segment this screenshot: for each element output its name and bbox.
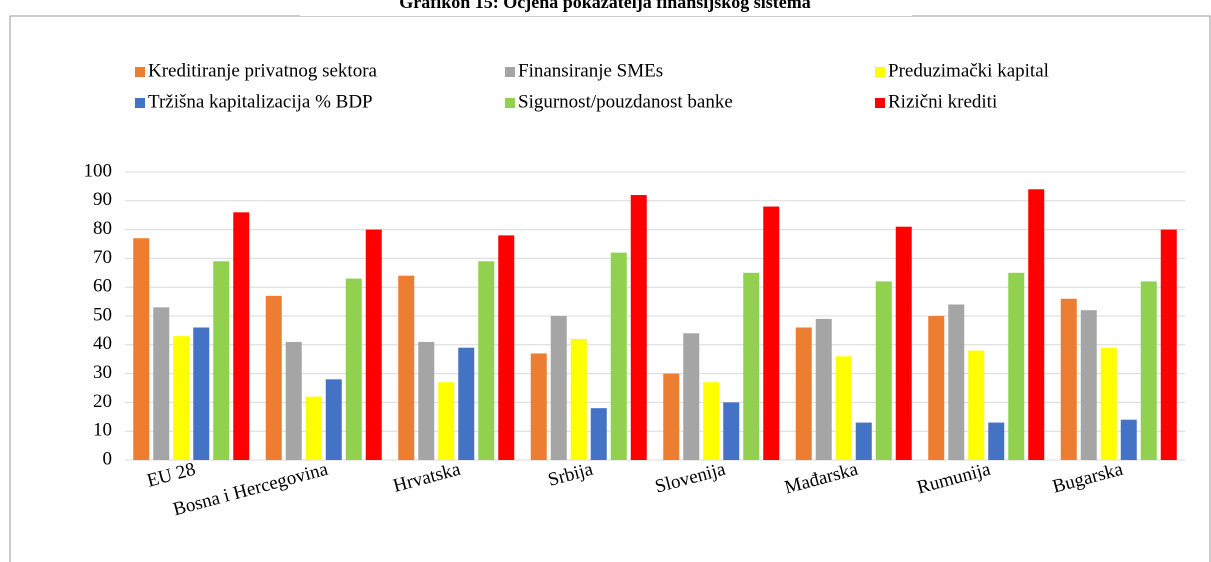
legend-swatch — [135, 98, 145, 108]
x-tick-label: Srbija — [546, 459, 596, 491]
legend-label: Rizični krediti — [888, 91, 997, 112]
y-tick-label: 0 — [103, 448, 113, 469]
title-backdrop — [300, 0, 912, 16]
bar — [285, 341, 302, 460]
bar — [550, 316, 567, 460]
bar — [630, 195, 647, 461]
legend-label: Preduzimački kapital — [888, 60, 1049, 81]
y-tick-label: 40 — [93, 333, 112, 354]
bar — [345, 278, 362, 460]
bar — [365, 229, 382, 460]
x-tick-label: Bugarska — [1050, 459, 1125, 498]
bar — [498, 235, 515, 460]
bar — [1080, 310, 1097, 460]
bar — [570, 339, 587, 460]
x-tick-label: EU 28 — [145, 459, 198, 492]
bar — [173, 336, 190, 460]
y-tick-label: 70 — [93, 247, 112, 268]
bar — [928, 316, 945, 460]
bar — [835, 356, 852, 460]
y-tick-label: 20 — [93, 391, 112, 412]
bar — [458, 347, 475, 460]
bar — [968, 350, 985, 460]
y-tick-label: 10 — [93, 420, 112, 441]
bar — [590, 408, 607, 460]
x-tick-label: Slovenija — [653, 459, 728, 498]
bar — [683, 333, 700, 460]
legend-label: Finansiranje SMEs — [518, 60, 663, 81]
legend-swatch — [135, 67, 145, 77]
bar — [703, 382, 720, 460]
bar — [795, 327, 812, 460]
bar — [398, 275, 415, 460]
bar — [815, 318, 832, 460]
bar — [325, 379, 342, 460]
y-tick-label: 30 — [93, 362, 112, 383]
bar — [530, 353, 547, 460]
legend-swatch — [875, 98, 885, 108]
bar — [610, 252, 627, 460]
y-tick-label: 100 — [84, 160, 113, 181]
bar — [193, 327, 210, 460]
bar — [1008, 272, 1025, 460]
bar — [855, 422, 872, 460]
bar — [948, 304, 965, 460]
bar — [265, 295, 282, 460]
bar — [723, 402, 740, 460]
bar — [418, 341, 435, 460]
bar — [478, 261, 495, 460]
y-tick-label: 90 — [93, 189, 112, 210]
bar — [1140, 281, 1157, 460]
bar — [875, 281, 892, 460]
y-tick-label: 80 — [93, 218, 112, 239]
x-tick-label: Rumunija — [915, 459, 993, 499]
legend-swatch — [505, 98, 515, 108]
legend-label: Sigurnost/pouzdanost banke — [518, 91, 733, 112]
bar — [895, 226, 912, 460]
bar — [305, 396, 322, 460]
bar — [213, 261, 230, 460]
bar — [1120, 419, 1137, 460]
legend-swatch — [875, 67, 885, 77]
bar — [1100, 347, 1117, 460]
bar — [988, 422, 1005, 460]
bar — [743, 272, 760, 460]
bar — [1060, 298, 1077, 460]
y-tick-label: 60 — [93, 276, 112, 297]
x-tick-label: Mađarska — [782, 459, 860, 499]
bar — [233, 212, 250, 460]
legend-label: Kreditiranje privatnog sektora — [148, 60, 378, 81]
bar — [153, 307, 170, 460]
y-tick-label: 50 — [93, 304, 112, 325]
chart-title: Grafikon 15: Ocjena pokazatelja finansij… — [399, 0, 811, 12]
bar — [133, 238, 150, 460]
bar — [663, 373, 680, 460]
bar — [1028, 189, 1045, 460]
bar — [1160, 229, 1177, 460]
bar — [763, 206, 780, 460]
legend-swatch — [505, 67, 515, 77]
x-tick-label: Hrvatska — [391, 459, 463, 497]
x-tick-label: Bosna i Hercegovina — [171, 459, 331, 521]
bar — [438, 382, 455, 460]
legend-label: Tržišna kapitalizacija % BDP — [148, 91, 373, 112]
